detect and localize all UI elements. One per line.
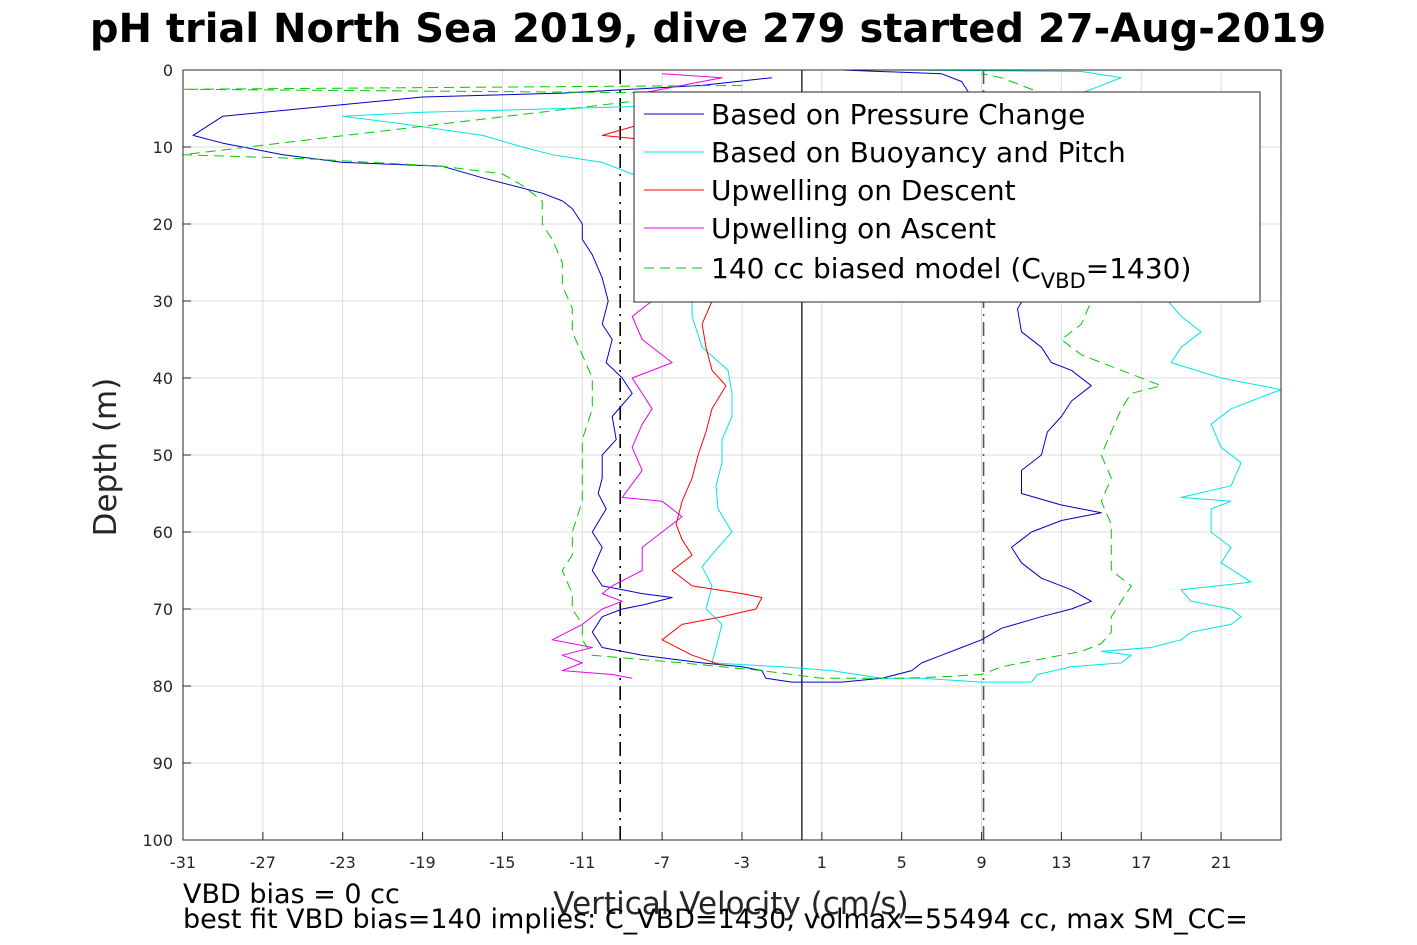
x-tick-label: -23 bbox=[330, 853, 356, 872]
y-tick-label: 10 bbox=[153, 138, 173, 157]
y-tick-label: 80 bbox=[153, 677, 173, 696]
y-tick-label: 0 bbox=[163, 61, 173, 80]
x-tick-label: -7 bbox=[654, 853, 670, 872]
x-tick-label: -27 bbox=[250, 853, 276, 872]
x-tick-label: 5 bbox=[897, 853, 907, 872]
x-tick-label: -3 bbox=[734, 853, 750, 872]
x-tick-label: -19 bbox=[409, 853, 435, 872]
y-tick-label: 40 bbox=[153, 369, 173, 388]
x-tick-label: -11 bbox=[569, 853, 595, 872]
y-tick-label: 60 bbox=[153, 523, 173, 542]
x-tick-label: 9 bbox=[976, 853, 986, 872]
x-tick-label: 1 bbox=[817, 853, 827, 872]
series-line bbox=[182, 73, 1162, 679]
x-tick-label: 13 bbox=[1051, 853, 1071, 872]
series-line bbox=[192, 69, 1102, 683]
y-tick-label: 90 bbox=[153, 754, 173, 773]
y-tick-label: 100 bbox=[142, 831, 173, 850]
y-tick-label: 30 bbox=[153, 292, 173, 311]
axes-box bbox=[182, 69, 1282, 841]
x-axis-label: Vertical Velocity (cm/s) bbox=[553, 886, 908, 922]
y-axis-label: Depth (m) bbox=[88, 378, 124, 537]
y-tick-label: 20 bbox=[153, 215, 173, 234]
x-tick-labels: -31 -27 -23 -19 -15 -11 -7 -3 1 5 9 13 17 21 bbox=[170, 853, 1231, 872]
chart-title: pH trial North Sea 2019, dive 279 starte… bbox=[90, 6, 1326, 52]
x-tick-label: 17 bbox=[1131, 853, 1151, 872]
legend-label: Based on Buoyancy and Pitch bbox=[711, 136, 1126, 169]
legend-label-model: 140 cc biased model (CVBD=1430) bbox=[711, 252, 1191, 293]
y-tick-labels: 0 10 20 30 40 50 60 70 80 90 100 bbox=[142, 61, 173, 850]
x-tick-label: -15 bbox=[489, 853, 515, 872]
note-best-fit: best fit VBD bias=140 implies: C_VBD=143… bbox=[183, 904, 1248, 935]
note-vbd-bias: VBD bias = 0 cc bbox=[183, 879, 400, 910]
x-tick-label: 21 bbox=[1211, 853, 1231, 872]
x-tick-label: -31 bbox=[170, 853, 196, 872]
legend-label: Upwelling on Ascent bbox=[711, 212, 996, 245]
y-tick-label: 70 bbox=[153, 600, 173, 619]
legend: Based on Pressure Change Based on Buoyanc… bbox=[633, 91, 1261, 303]
legend-box bbox=[633, 91, 1261, 303]
legend-label: Upwelling on Descent bbox=[711, 174, 1016, 207]
legend-label: Based on Pressure Change bbox=[711, 98, 1085, 131]
y-tick-label: 50 bbox=[153, 446, 173, 465]
